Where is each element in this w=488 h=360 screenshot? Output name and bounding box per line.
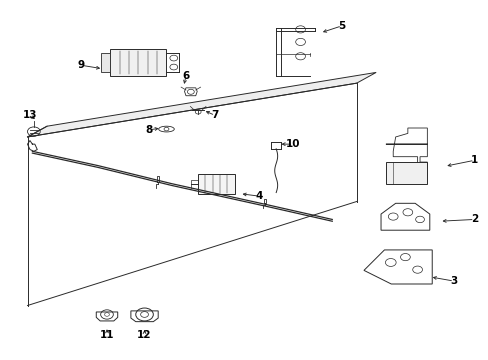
Polygon shape — [110, 49, 166, 76]
Text: 3: 3 — [449, 276, 457, 286]
Polygon shape — [27, 72, 375, 137]
Text: 2: 2 — [470, 215, 477, 224]
Text: 13: 13 — [22, 111, 37, 121]
Text: 7: 7 — [211, 111, 219, 121]
Text: 11: 11 — [100, 330, 114, 340]
Polygon shape — [385, 162, 427, 184]
Text: 8: 8 — [145, 125, 153, 135]
Text: 9: 9 — [78, 60, 84, 70]
Polygon shape — [101, 53, 110, 72]
Text: 4: 4 — [255, 191, 262, 201]
Text: 12: 12 — [137, 330, 151, 340]
Text: 1: 1 — [470, 155, 477, 165]
Polygon shape — [198, 174, 234, 194]
Text: 10: 10 — [285, 139, 300, 149]
Text: 5: 5 — [338, 21, 345, 31]
Text: 6: 6 — [182, 71, 189, 81]
